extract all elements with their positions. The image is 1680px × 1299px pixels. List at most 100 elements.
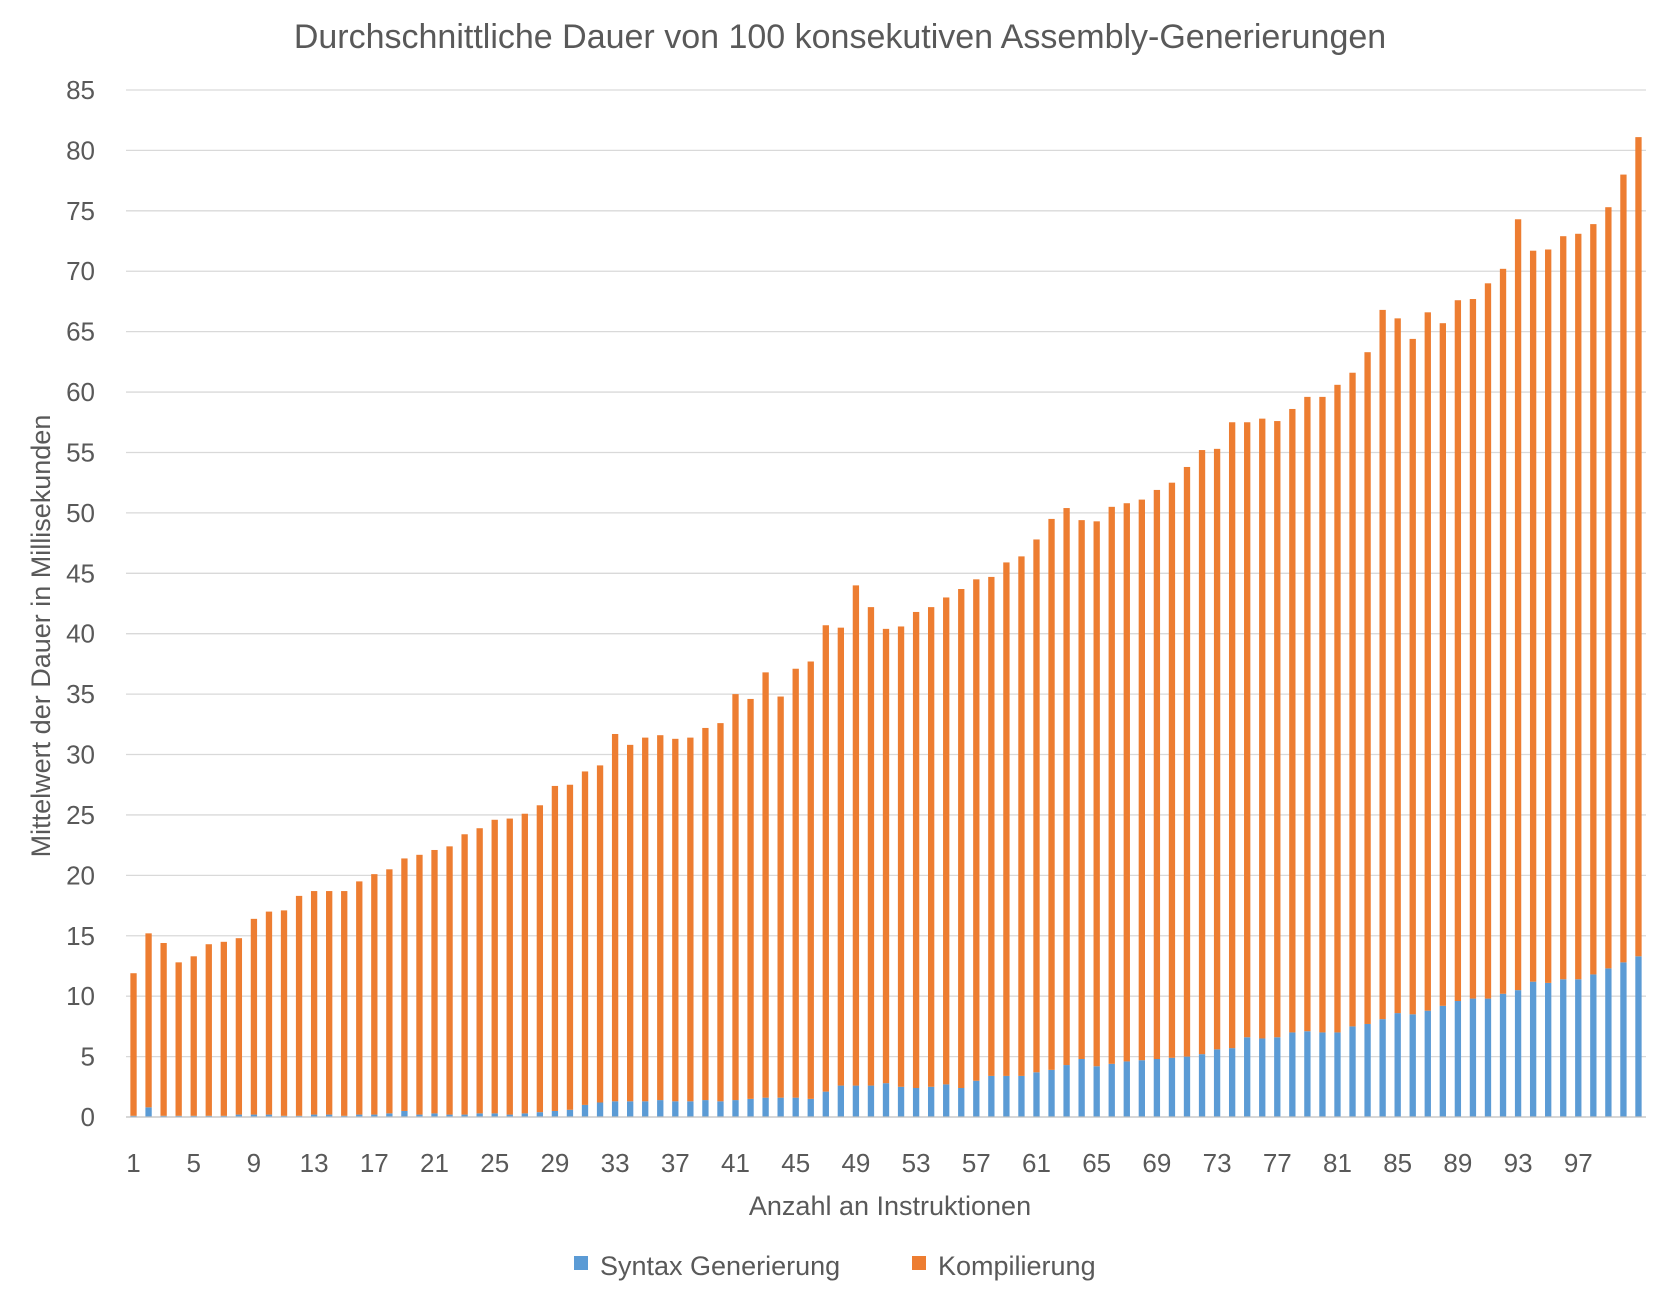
bar-syntax-generierung (1274, 1037, 1281, 1117)
bar-syntax-generierung (777, 1097, 784, 1117)
x-tick-label: 41 (721, 1148, 750, 1178)
bar-kompilierung (1198, 450, 1206, 1055)
y-tick-label: 25 (66, 800, 95, 830)
bar-syntax-generierung (145, 1107, 152, 1117)
bar-syntax-generierung (416, 1114, 423, 1117)
bar-syntax-generierung (897, 1086, 905, 1117)
y-tick-label: 60 (66, 377, 95, 407)
bar-syntax-generierung (988, 1075, 995, 1117)
y-tick-label: 70 (66, 256, 95, 286)
x-tick-label: 77 (1263, 1148, 1292, 1178)
bar-syntax-generierung (762, 1097, 769, 1117)
bar-kompilierung (1424, 312, 1431, 1011)
x-tick-label: 81 (1323, 1148, 1352, 1178)
x-tick-label: 57 (962, 1148, 991, 1178)
bar-syntax-generierung (1364, 1023, 1371, 1117)
bar-kompilierung (1033, 539, 1040, 1073)
bar-syntax-generierung (1349, 1026, 1356, 1117)
x-tick-label: 17 (360, 1148, 389, 1178)
bar-kompilierung (1620, 174, 1627, 963)
x-tick-label: 65 (1082, 1148, 1111, 1178)
bar-syntax-generierung (1424, 1010, 1431, 1117)
bar-syntax-generierung (611, 1101, 619, 1117)
legend: Syntax Generierung Kompilierung (574, 1251, 1096, 1281)
bar-syntax-generierung (401, 1110, 408, 1117)
bar-kompilierung (280, 910, 288, 1116)
bar-syntax-generierung (702, 1100, 709, 1117)
bar-syntax-generierung (536, 1112, 544, 1117)
bar-kompilierung (732, 694, 739, 1101)
bar-kompilierung (867, 607, 875, 1086)
bar-kompilierung (175, 962, 182, 1116)
bar-kompilierung (190, 956, 197, 1116)
bar-syntax-generierung (1334, 1032, 1341, 1117)
bar-syntax-generierung (1635, 956, 1642, 1117)
bar-kompilierung (446, 846, 453, 1115)
bar-syntax-generierung (822, 1091, 829, 1117)
bar-syntax-generierung (747, 1098, 754, 1117)
bar-syntax-generierung (386, 1113, 393, 1117)
bar-syntax-generierung (1033, 1072, 1040, 1117)
bar-kompilierung (642, 737, 649, 1102)
bar-syntax-generierung (672, 1101, 679, 1117)
y-tick-label: 20 (66, 860, 95, 890)
bar-syntax-generierung (1093, 1066, 1100, 1117)
bar-kompilierung (1545, 249, 1552, 983)
bar-syntax-generierung (642, 1101, 649, 1117)
bar-syntax-generierung (1289, 1032, 1296, 1117)
bar-syntax-generierung (1454, 1001, 1462, 1117)
bar-syntax-generierung (446, 1114, 453, 1117)
y-tick-label: 5 (81, 1042, 95, 1072)
bar-kompilierung (341, 891, 348, 1116)
x-tick-label: 5 (186, 1148, 200, 1178)
bar-syntax-generierung (1605, 968, 1612, 1117)
bar-kompilierung (130, 973, 137, 1116)
bar-syntax-generierung (461, 1114, 468, 1117)
bar-syntax-generierung (1319, 1032, 1326, 1117)
bar-kompilierung (943, 597, 950, 1085)
bar-kompilierung (1138, 499, 1145, 1061)
bar-kompilierung (265, 911, 273, 1115)
bar-kompilierung (958, 589, 965, 1088)
bar-syntax-generierung (1198, 1054, 1206, 1117)
bar-syntax-generierung (1439, 1005, 1446, 1117)
bar-kompilierung (1364, 352, 1371, 1024)
y-tick-label: 55 (66, 437, 95, 467)
x-tick-label: 93 (1504, 1148, 1533, 1178)
bar-kompilierung (506, 818, 513, 1115)
bar-kompilierung (235, 938, 243, 1115)
bar-syntax-generierung (551, 1110, 559, 1117)
bar-syntax-generierung (581, 1104, 589, 1117)
bar-kompilierung (566, 784, 574, 1110)
bar-syntax-generierung (732, 1100, 739, 1117)
bar-kompilierung (882, 628, 890, 1084)
bar-kompilierung (1499, 268, 1507, 994)
chart-title: Durchschnittliche Dauer von 100 konsekut… (294, 18, 1386, 56)
x-tick-label: 69 (1142, 1148, 1171, 1178)
bar-kompilierung (897, 626, 905, 1087)
bar-kompilierung (1514, 219, 1522, 991)
x-tick-label: 25 (480, 1148, 509, 1178)
x-tick-label: 49 (841, 1148, 870, 1178)
y-tick-label: 15 (66, 921, 95, 951)
bar-syntax-generierung (717, 1101, 724, 1117)
bar-kompilierung (1018, 556, 1025, 1076)
bar-syntax-generierung (356, 1114, 363, 1117)
x-tick-label: 53 (902, 1148, 931, 1178)
y-tick-label: 40 (66, 619, 95, 649)
bar-syntax-generierung (491, 1113, 498, 1117)
bar-syntax-generierung (1259, 1038, 1266, 1117)
bar-kompilierung (822, 625, 829, 1092)
bar-syntax-generierung (476, 1113, 483, 1117)
bar-kompilierung (747, 698, 754, 1099)
bar-syntax-generierung (973, 1080, 980, 1117)
x-tick-label: 13 (300, 1148, 329, 1178)
bar-kompilierung (672, 738, 679, 1102)
bar-kompilierung (807, 661, 814, 1099)
bar-kompilierung (461, 834, 468, 1115)
bar-kompilierung (416, 854, 423, 1115)
bar-syntax-generierung (1304, 1031, 1311, 1117)
bar-kompilierung (160, 943, 167, 1116)
bar-syntax-generierung (1168, 1057, 1176, 1117)
y-axis-ticks: 0 5 10 15 20 25 30 35 40 45 50 55 60 65 70 75 80 85 (66, 75, 95, 1132)
